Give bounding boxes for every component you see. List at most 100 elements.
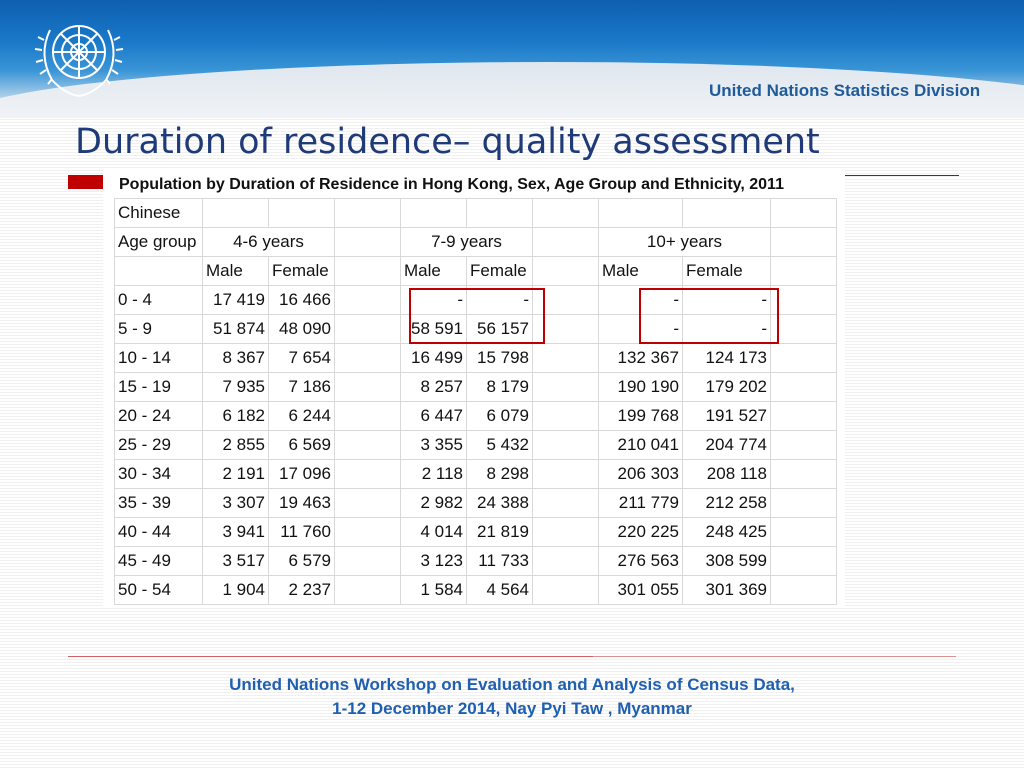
table-row: Chinese [114, 198, 837, 228]
value-cell: 211 779 [598, 488, 683, 518]
sex-header: Female [682, 256, 771, 286]
spacer-cell [770, 430, 837, 460]
footer-divider [68, 656, 593, 657]
age-cell: 25 - 29 [114, 430, 203, 460]
footer-line-2: 1-12 December 2014, Nay Pyi Taw , Myanma… [332, 699, 692, 718]
value-cell: 301 055 [598, 575, 683, 605]
table-row: 30 - 34 2 191 17 096 2 118 8 298 206 303 208 1… [114, 459, 837, 489]
title-accent-line [845, 175, 959, 176]
value-cell: 2 237 [268, 575, 335, 605]
age-cell: 30 - 34 [114, 459, 203, 489]
sex-header: Female [268, 256, 335, 286]
spacer-cell [334, 488, 401, 518]
value-cell: 3 941 [202, 517, 269, 547]
spacer-cell [532, 372, 599, 402]
age-cell: 5 - 9 [114, 314, 203, 344]
value-cell: 4 014 [400, 517, 467, 547]
age-group-header: Age group [114, 227, 203, 257]
value-cell: 6 079 [466, 401, 533, 431]
value-cell: 5 432 [466, 430, 533, 460]
title-accent-bar [68, 175, 106, 189]
table-row: Age group 4-6 years 7-9 years 10+ years [114, 227, 837, 257]
spacer-cell [770, 459, 837, 489]
footer-divider [593, 656, 956, 657]
data-table-panel: Population by Duration of Residence in H… [103, 170, 845, 606]
spacer-cell [770, 372, 837, 402]
value-cell: 1 904 [202, 575, 269, 605]
spacer-cell [532, 459, 599, 489]
table-row: 50 - 54 1 904 2 237 1 584 4 564 301 055 301 36… [114, 575, 837, 605]
value-cell: 308 599 [682, 546, 771, 576]
value-cell: 179 202 [682, 372, 771, 402]
spacer-cell [770, 343, 837, 373]
value-cell: 2 982 [400, 488, 467, 518]
age-cell: 10 - 14 [114, 343, 203, 373]
value-cell: 6 579 [268, 546, 335, 576]
slide-title: Duration of residence– quality assessmen… [75, 122, 820, 162]
age-cell: 45 - 49 [114, 546, 203, 576]
value-cell: 248 425 [682, 517, 771, 547]
value-cell: 206 303 [598, 459, 683, 489]
spacer-cell [334, 430, 401, 460]
spacer-cell [532, 343, 599, 373]
table-row: 45 - 49 3 517 6 579 3 123 11 733 276 563 308 5… [114, 546, 837, 576]
value-cell: 11 760 [268, 517, 335, 547]
value-cell: - [400, 285, 467, 315]
spacer-cell [334, 459, 401, 489]
spacer-cell [770, 546, 837, 576]
value-cell: 7 186 [268, 372, 335, 402]
table-row: 15 - 19 7 935 7 186 8 257 8 179 190 190 179 20… [114, 372, 837, 402]
value-cell: 190 190 [598, 372, 683, 402]
value-cell: 6 244 [268, 401, 335, 431]
value-cell: 21 819 [466, 517, 533, 547]
spacer-cell [770, 314, 837, 344]
spacer-cell [334, 517, 401, 547]
value-cell: 132 367 [598, 343, 683, 373]
table-row: 10 - 14 8 367 7 654 16 499 15 798 132 367 124 … [114, 343, 837, 373]
value-cell: 6 447 [400, 401, 467, 431]
age-cell: 35 - 39 [114, 488, 203, 518]
value-cell: - [682, 285, 771, 315]
value-cell: 19 463 [268, 488, 335, 518]
spacer-cell [334, 314, 401, 344]
value-cell: 276 563 [598, 546, 683, 576]
value-cell: 7 654 [268, 343, 335, 373]
value-cell: 204 774 [682, 430, 771, 460]
value-cell: 1 584 [400, 575, 467, 605]
spacer-cell [532, 546, 599, 576]
highlight-box-7-9-years [409, 288, 545, 344]
footer-line-1: United Nations Workshop on Evaluation an… [229, 675, 795, 694]
table-row: 0 - 4 17 419 16 466- - - - [114, 285, 837, 315]
value-cell: 199 768 [598, 401, 683, 431]
sex-header: Female [466, 256, 533, 286]
organization-name: United Nations Statistics Division [709, 81, 981, 100]
value-cell: 17 419 [202, 285, 269, 315]
age-cell: 50 - 54 [114, 575, 203, 605]
spacer-cell [770, 401, 837, 431]
table-row: 25 - 29 2 855 6 569 3 355 5 432 210 041 204 77… [114, 430, 837, 460]
value-cell: 191 527 [682, 401, 771, 431]
spacer-cell [532, 517, 599, 547]
age-cell: 40 - 44 [114, 517, 203, 547]
value-cell: 11 733 [466, 546, 533, 576]
spacer-cell [334, 401, 401, 431]
value-cell: 8 298 [466, 459, 533, 489]
spacer-cell [532, 401, 599, 431]
table-row: 40 - 44 3 941 11 760 4 014 21 819 220 225 248 … [114, 517, 837, 547]
table-row: 20 - 24 6 182 6 244 6 447 6 079 199 768 191 52… [114, 401, 837, 431]
spacer-cell [770, 517, 837, 547]
age-cell: 0 - 4 [114, 285, 203, 315]
age-cell: 15 - 19 [114, 372, 203, 402]
value-cell: 3 517 [202, 546, 269, 576]
value-cell: 208 118 [682, 459, 771, 489]
sex-header: Male [202, 256, 269, 286]
value-cell: 15 798 [466, 343, 533, 373]
value-cell: 220 225 [598, 517, 683, 547]
table-title: Population by Duration of Residence in H… [119, 176, 784, 193]
sex-header: Male [598, 256, 683, 286]
spacer-cell [770, 575, 837, 605]
spacer-cell [334, 343, 401, 373]
value-cell: 16 466 [268, 285, 335, 315]
table-row: 5 - 9 51 874 48 090 58 591 56 157- - [114, 314, 837, 344]
value-cell: 16 499 [400, 343, 467, 373]
